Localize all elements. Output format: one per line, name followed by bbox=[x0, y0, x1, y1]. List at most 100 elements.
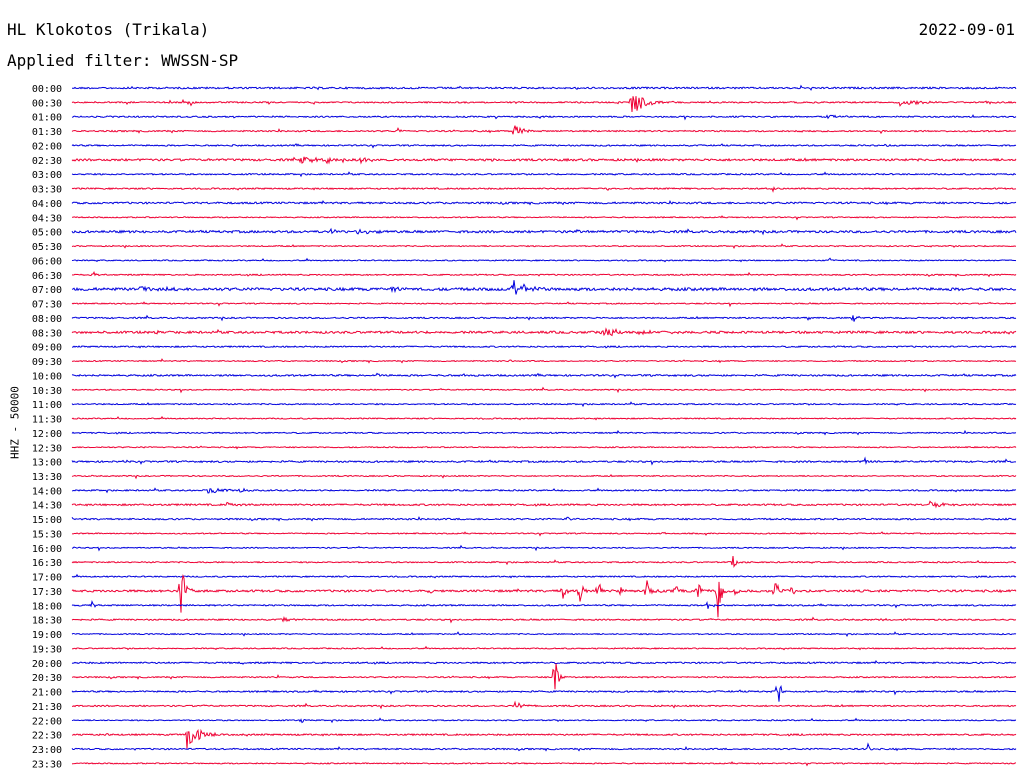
trace-line bbox=[71, 631, 1017, 638]
trace-line bbox=[71, 301, 1017, 308]
time-label: 22:00 bbox=[32, 716, 62, 727]
trace-line bbox=[71, 616, 1017, 624]
trace-line bbox=[71, 456, 1017, 466]
time-label: 23:00 bbox=[32, 745, 62, 756]
time-label: 10:30 bbox=[32, 386, 62, 397]
trace-line bbox=[71, 314, 1017, 322]
trace-line bbox=[71, 487, 1017, 494]
time-label: 01:00 bbox=[32, 113, 62, 124]
time-label: 09:30 bbox=[32, 357, 62, 368]
trace-line bbox=[71, 386, 1017, 394]
time-label: 17:00 bbox=[32, 573, 62, 584]
time-label: 16:30 bbox=[32, 558, 62, 569]
time-label: 04:30 bbox=[32, 213, 62, 224]
trace-line bbox=[71, 573, 1017, 579]
time-label: 20:30 bbox=[32, 673, 62, 684]
time-label: 05:00 bbox=[32, 228, 62, 239]
time-label: 21:00 bbox=[32, 688, 62, 699]
time-label: 03:30 bbox=[32, 185, 62, 196]
trace-line bbox=[71, 186, 1017, 193]
trace-line bbox=[71, 574, 1017, 618]
trace-line bbox=[71, 500, 1017, 509]
time-label: 02:00 bbox=[32, 141, 62, 152]
trace-line bbox=[71, 227, 1017, 236]
time-label: 00:00 bbox=[32, 84, 62, 95]
trace-line bbox=[71, 600, 1017, 609]
trace-line bbox=[71, 243, 1017, 250]
trace-line bbox=[71, 761, 1017, 767]
time-label: 15:30 bbox=[32, 529, 62, 540]
time-label: 08:00 bbox=[32, 314, 62, 325]
time-label: 13:00 bbox=[32, 458, 62, 469]
time-label: 07:30 bbox=[32, 300, 62, 311]
filter-label: Applied filter: WWSSN-SP bbox=[7, 51, 239, 70]
trace-line bbox=[71, 516, 1017, 522]
trace-line bbox=[71, 199, 1017, 206]
time-label: 14:00 bbox=[32, 486, 62, 497]
time-label: 15:00 bbox=[32, 515, 62, 526]
trace-line bbox=[71, 544, 1017, 552]
time-label: 23:30 bbox=[32, 759, 62, 770]
trace-line bbox=[71, 556, 1017, 568]
trace-line bbox=[71, 345, 1017, 349]
trace-line bbox=[71, 684, 1017, 702]
trace-line bbox=[71, 742, 1017, 752]
trace-line bbox=[71, 327, 1017, 337]
trace-line bbox=[71, 663, 1017, 690]
time-label: 19:30 bbox=[32, 644, 62, 655]
time-label: 11:30 bbox=[32, 415, 62, 426]
trace-line bbox=[71, 96, 1017, 113]
time-label: 00:30 bbox=[32, 98, 62, 109]
time-label: 21:30 bbox=[32, 702, 62, 713]
date-label: 2022-09-01 bbox=[918, 20, 1015, 39]
time-label: 03:00 bbox=[32, 170, 62, 181]
time-label: 12:00 bbox=[32, 429, 62, 440]
time-label: 18:30 bbox=[32, 616, 62, 627]
trace-line bbox=[71, 429, 1017, 436]
trace-line bbox=[71, 84, 1017, 91]
trace-line bbox=[71, 659, 1017, 665]
trace-line bbox=[71, 645, 1017, 651]
trace-line bbox=[71, 114, 1017, 121]
trace-line bbox=[71, 445, 1017, 450]
trace-line bbox=[71, 728, 1017, 749]
time-label: 08:30 bbox=[32, 328, 62, 339]
time-label: 18:00 bbox=[32, 601, 62, 612]
time-label: 02:30 bbox=[32, 156, 62, 167]
time-label: 06:00 bbox=[32, 256, 62, 267]
time-label: 07:00 bbox=[32, 285, 62, 296]
time-label: 01:30 bbox=[32, 127, 62, 138]
time-label: 14:30 bbox=[32, 501, 62, 512]
trace-line bbox=[71, 474, 1017, 480]
time-label: 11:00 bbox=[32, 400, 62, 411]
station-title: HL Klokotos (Trikala) bbox=[7, 20, 210, 39]
trace-line bbox=[71, 257, 1017, 263]
trace-line bbox=[71, 171, 1017, 178]
trace-line bbox=[71, 531, 1017, 537]
time-label: 16:00 bbox=[32, 544, 62, 555]
trace-line bbox=[71, 415, 1017, 421]
trace-line bbox=[71, 358, 1017, 364]
time-label: 22:30 bbox=[32, 731, 62, 742]
time-label: 09:00 bbox=[32, 343, 62, 354]
trace-line bbox=[71, 125, 1017, 135]
trace-line bbox=[71, 401, 1017, 408]
time-label: 13:30 bbox=[32, 472, 62, 483]
trace-line bbox=[71, 372, 1017, 379]
time-label: 06:30 bbox=[32, 271, 62, 282]
trace-line bbox=[71, 280, 1017, 295]
time-label: 10:00 bbox=[32, 371, 62, 382]
trace-line bbox=[71, 271, 1017, 278]
trace-line bbox=[71, 215, 1017, 221]
trace-line bbox=[71, 700, 1017, 710]
time-label: 04:00 bbox=[32, 199, 62, 210]
time-label: 20:00 bbox=[32, 659, 62, 670]
time-label: 12:30 bbox=[32, 443, 62, 454]
time-label: 19:00 bbox=[32, 630, 62, 641]
time-label: 05:30 bbox=[32, 242, 62, 253]
time-label: 17:30 bbox=[32, 587, 62, 598]
trace-line bbox=[71, 156, 1017, 165]
trace-line bbox=[71, 143, 1017, 149]
trace-line bbox=[71, 717, 1017, 724]
